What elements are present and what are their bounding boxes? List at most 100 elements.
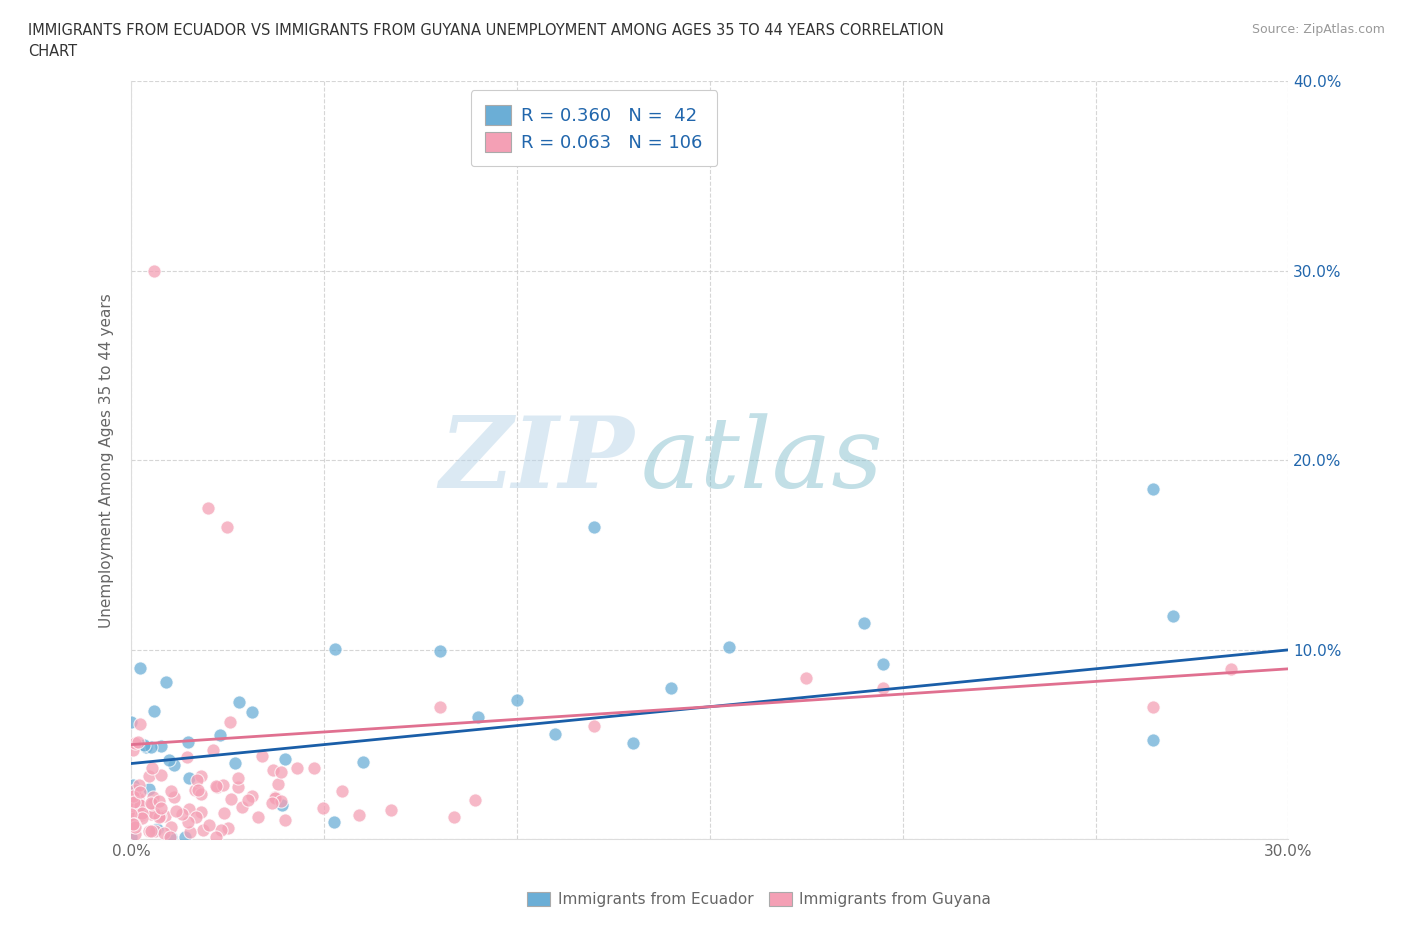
Point (121, 743, 143, 758)
Point (150, 738, 173, 753)
Point (872, 657, 894, 671)
Point (212, 777, 235, 792)
Point (429, 699, 451, 714)
Point (266, 777, 288, 791)
Point (323, 815, 346, 830)
Point (127, 796, 149, 811)
Point (240, 789, 263, 804)
Point (157, 752, 180, 767)
Point (224, 755, 246, 770)
Point (217, 821, 239, 836)
Point (124, 782, 146, 797)
Point (124, 827, 146, 842)
Y-axis label: Unemployment Among Ages 35 to 44 years: Unemployment Among Ages 35 to 44 years (100, 293, 114, 628)
Point (1142, 482, 1164, 497)
Point (122, 777, 145, 792)
Point (165, 804, 187, 818)
Point (187, 783, 209, 798)
Point (217, 519, 239, 534)
Point (122, 794, 145, 809)
Point (120, 715, 142, 730)
Point (205, 779, 228, 794)
Point (145, 821, 167, 836)
Point (262, 763, 284, 777)
Point (506, 693, 529, 708)
Point (142, 790, 165, 804)
Point (184, 782, 207, 797)
Point (274, 813, 297, 828)
Text: IMMIGRANTS FROM ECUADOR VS IMMIGRANTS FROM GUYANA UNEMPLOYMENT AMONG AGES 35 TO : IMMIGRANTS FROM ECUADOR VS IMMIGRANTS FR… (28, 23, 943, 38)
Point (208, 728, 231, 743)
Point (122, 799, 145, 814)
Point (120, 806, 142, 821)
Point (219, 715, 242, 730)
Point (122, 810, 145, 825)
Point (197, 500, 219, 515)
Point (142, 805, 165, 820)
Point (228, 695, 250, 710)
Point (236, 792, 259, 807)
Point (177, 734, 200, 749)
Point (621, 736, 644, 751)
Point (312, 801, 335, 816)
Point (127, 790, 149, 805)
Point (794, 671, 817, 685)
Point (160, 819, 183, 834)
Point (247, 810, 270, 825)
Point (121, 789, 143, 804)
Point (271, 798, 294, 813)
Point (347, 807, 370, 822)
Point (121, 795, 143, 810)
Point (125, 803, 148, 817)
Point (659, 681, 682, 696)
Point (464, 792, 486, 807)
Point (149, 809, 172, 824)
Point (1142, 699, 1164, 714)
Point (429, 644, 451, 658)
Point (128, 717, 150, 732)
Text: atlas: atlas (640, 413, 883, 508)
Point (205, 779, 228, 794)
Point (197, 817, 219, 832)
Point (124, 736, 146, 751)
Point (1142, 733, 1164, 748)
Point (138, 769, 160, 784)
Point (323, 642, 346, 657)
Point (179, 824, 201, 839)
Point (330, 784, 353, 799)
Point (149, 768, 172, 783)
Point (270, 793, 292, 808)
Point (177, 802, 200, 817)
Point (121, 818, 143, 833)
Point (131, 805, 153, 820)
Point (124, 817, 146, 831)
Point (134, 737, 156, 752)
Point (163, 758, 186, 773)
Point (193, 823, 215, 838)
Text: ZIP: ZIP (440, 412, 634, 509)
Point (128, 777, 150, 792)
Point (122, 817, 145, 831)
Point (143, 823, 166, 838)
Point (352, 754, 374, 769)
Point (150, 801, 173, 816)
Legend: R = 0.360   N =  42, R = 0.063   N = 106: R = 0.360 N = 42, R = 0.063 N = 106 (471, 90, 717, 166)
Point (129, 660, 152, 675)
Point (160, 830, 183, 844)
Point (138, 781, 160, 796)
Point (143, 263, 166, 278)
Point (184, 809, 207, 824)
Point (155, 675, 177, 690)
Point (153, 826, 176, 841)
Point (148, 809, 170, 824)
Point (252, 749, 274, 764)
Point (190, 769, 212, 784)
Point (205, 830, 228, 844)
Point (202, 742, 225, 757)
Point (380, 803, 402, 817)
Point (127, 803, 149, 817)
Point (141, 797, 163, 812)
Point (179, 771, 201, 786)
Point (872, 681, 894, 696)
Point (173, 830, 195, 844)
